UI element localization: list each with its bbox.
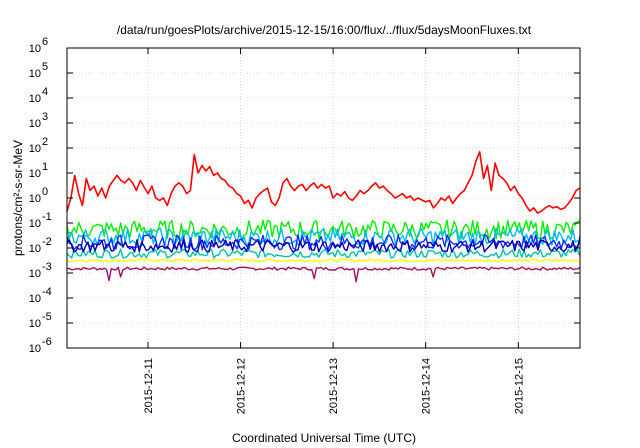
x-tick-label: 2015-12-14 (421, 358, 433, 414)
y-tick-exponent: 4 (42, 86, 48, 98)
chart-title: /data/run/goesPlots/archive/2015-12-15/1… (117, 23, 532, 37)
y-tick-label: 10 (29, 68, 41, 80)
y-tick-exponent: 5 (42, 61, 48, 73)
x-tick-label: 2015-12-12 (236, 358, 248, 414)
y-tick-label: 10 (29, 243, 41, 255)
x-axis-ticks: 2015-12-11 2015-12-12 2015-12-13 2015-12-14… (143, 48, 525, 414)
series-line-0 (66, 151, 581, 214)
y-tick-exponent: 2 (42, 136, 48, 148)
y-tick-label: 10 (29, 268, 41, 280)
y-tick-exponent: -6 (42, 336, 52, 348)
series-line-2 (66, 227, 581, 247)
y-tick-exponent: 0 (42, 186, 48, 198)
x-tick-label: 2015-12-13 (328, 358, 340, 414)
plot-frame (66, 47, 581, 349)
y-tick-exponent: -4 (42, 286, 52, 298)
y-tick-exponent: -3 (42, 261, 52, 273)
grid-lines (67, 48, 580, 348)
y-tick-label: 10 (29, 293, 41, 305)
y-axis-ticks: 10-610-510-410-310-210-11001011021031041… (29, 36, 580, 355)
x-tick-label: 2015-12-11 (143, 358, 155, 413)
series-line-6 (66, 258, 581, 263)
y-tick-label: 10 (29, 143, 41, 155)
y-tick-exponent: 6 (42, 36, 48, 48)
y-tick-label: 10 (29, 193, 41, 205)
y-tick-exponent: 1 (42, 161, 48, 173)
y-tick-label: 10 (29, 118, 41, 130)
y-tick-label: 10 (29, 93, 41, 105)
y-tick-exponent: 3 (42, 111, 48, 123)
x-axis-label: Coordinated Universal Time (UTC) (232, 431, 416, 445)
y-tick-label: 10 (29, 218, 41, 230)
y-tick-label: 10 (29, 168, 41, 180)
x-tick-label: 2015-12-15 (513, 358, 525, 414)
series-line-3 (66, 234, 581, 251)
series-line-5 (66, 248, 581, 259)
series-line-4 (66, 239, 581, 253)
y-axis-label: protons/cm²-s-sr-MeV (11, 140, 25, 256)
series-line-7 (66, 266, 581, 283)
data-series (66, 151, 581, 283)
y-tick-label: 10 (29, 318, 41, 330)
y-tick-exponent: -5 (42, 311, 52, 323)
y-tick-label: 10 (29, 343, 41, 355)
y-tick-exponent: -1 (42, 211, 52, 223)
y-tick-label: 10 (29, 43, 41, 55)
y-tick-exponent: -2 (42, 236, 52, 248)
